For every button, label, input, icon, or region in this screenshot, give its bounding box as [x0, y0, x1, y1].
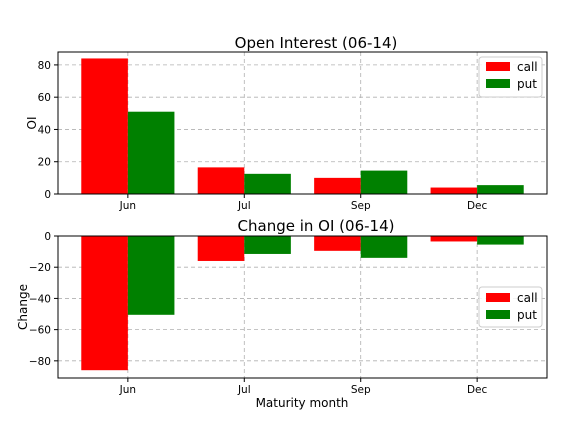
y-tick-label: −60 — [29, 325, 51, 337]
bar-put-sep — [360, 236, 408, 258]
y-tick-label: 40 — [38, 124, 51, 136]
y-axis-label: OI — [25, 117, 39, 130]
bar-put-jun — [127, 236, 175, 315]
legend-swatch-call — [486, 293, 510, 302]
y-tick-label: 0 — [44, 231, 51, 243]
y-tick-label: 80 — [38, 60, 51, 72]
bars — [81, 236, 524, 371]
bar-call-sep — [314, 236, 361, 251]
x-tick-label: Sep — [351, 200, 371, 212]
legend-swatch-call — [486, 62, 510, 71]
bar-put-sep — [360, 170, 408, 194]
bar-call-sep — [314, 177, 361, 194]
legend-swatch-put — [486, 310, 510, 319]
bar-call-jul — [197, 167, 245, 194]
open-interest-chart: Open Interest (06-14) OI 0 20 40 60 80 Jun Jul… — [25, 34, 548, 212]
bar-put-jul — [244, 173, 291, 194]
x-axis-label: Maturity month — [256, 396, 349, 410]
ticks: 0 20 40 60 80 Jun Jul Sep Dec — [38, 60, 488, 212]
y-axis-label: Change — [16, 284, 30, 330]
x-tick-label: Jul — [237, 384, 251, 396]
bar-put-dec — [477, 185, 524, 194]
legend-label-call: call — [517, 291, 538, 305]
bar-call-dec — [430, 236, 478, 242]
x-tick-label: Sep — [351, 384, 371, 396]
bar-call-jul — [197, 236, 245, 261]
x-tick-label: Jul — [237, 200, 251, 212]
bar-call-jun — [81, 236, 128, 371]
legend-swatch-put — [486, 79, 510, 88]
chart-title: Open Interest (06-14) — [235, 34, 398, 52]
y-tick-label: 20 — [38, 157, 51, 169]
bar-put-jun — [127, 111, 175, 194]
y-tick-label: 0 — [44, 189, 51, 201]
y-tick-label: 60 — [38, 92, 51, 104]
x-tick-label: Jun — [119, 200, 136, 212]
bar-call-dec — [430, 187, 478, 194]
y-tick-label: −20 — [29, 262, 51, 274]
bars — [81, 58, 524, 194]
chart-title: Change in OI (06-14) — [238, 217, 395, 235]
y-tick-label: −40 — [29, 293, 51, 305]
bar-put-dec — [477, 236, 524, 245]
legend-label-call: call — [517, 60, 538, 74]
y-tick-label: −80 — [29, 356, 51, 368]
bar-put-jul — [244, 236, 291, 254]
plot-frame — [57, 235, 548, 379]
x-tick-label: Dec — [467, 384, 488, 396]
ticks: 0 −20 −40 −60 −80 Jun Jul Sep Dec — [29, 231, 488, 396]
legend: call put — [478, 56, 543, 98]
x-tick-label: Dec — [467, 200, 488, 212]
legend-label-put: put — [517, 308, 537, 322]
bar-call-jun — [81, 58, 128, 194]
legend-label-put: put — [517, 77, 537, 91]
change-in-oi-chart: Change in OI (06-14) Change Maturity mon… — [16, 217, 548, 410]
x-tick-label: Jun — [119, 384, 136, 396]
plot-frame — [57, 51, 548, 195]
legend: call put — [478, 286, 543, 328]
